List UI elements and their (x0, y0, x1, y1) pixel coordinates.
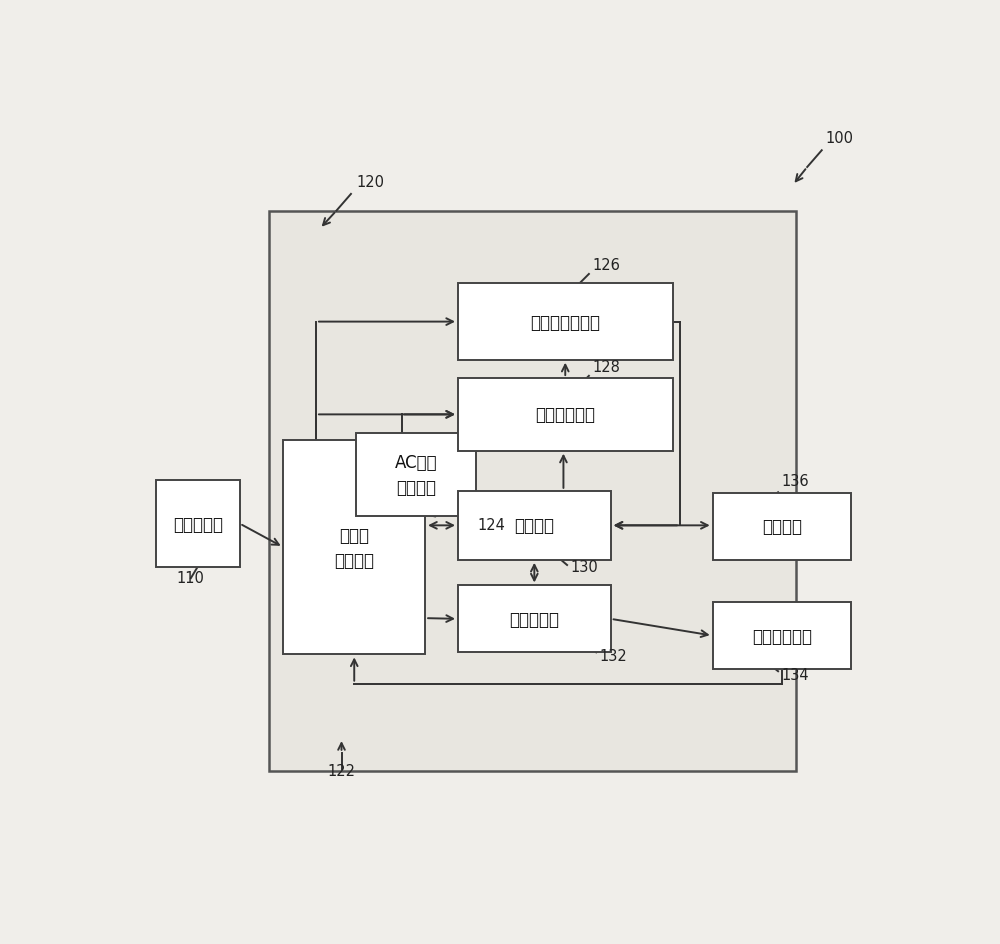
Bar (269, 211, 796, 771)
Bar (356, 433, 476, 516)
Text: 130: 130 (571, 559, 598, 574)
Bar (458, 585, 611, 652)
Text: 测试卡
容置单元: 测试卡 容置单元 (334, 526, 374, 569)
Text: 显示单元: 显示单元 (762, 518, 802, 536)
Bar (156, 480, 240, 567)
Text: 110: 110 (176, 570, 204, 585)
Bar (458, 284, 673, 361)
Bar (458, 491, 611, 561)
Bar (458, 379, 673, 451)
Text: 132: 132 (600, 648, 628, 663)
Text: 128: 128 (593, 360, 620, 375)
Text: 相位角计算单元: 相位角计算单元 (530, 313, 600, 331)
Text: 136: 136 (782, 474, 809, 488)
Text: 126: 126 (593, 258, 620, 273)
Text: 122: 122 (327, 763, 355, 778)
Bar (713, 602, 851, 669)
Text: 124: 124 (478, 517, 505, 532)
Text: 温度传感器: 温度传感器 (509, 610, 559, 628)
Bar (283, 440, 425, 655)
Text: 100: 100 (825, 131, 853, 146)
Text: 测试卡组件: 测试卡组件 (173, 515, 223, 533)
Text: 120: 120 (356, 175, 384, 190)
Text: 微处理器: 微处理器 (514, 516, 554, 534)
Text: 讯号接收单元: 讯号接收单元 (535, 406, 595, 424)
Text: 134: 134 (782, 666, 809, 682)
Text: AC讯号
产生单元: AC讯号 产生单元 (395, 453, 437, 497)
Bar (713, 494, 851, 561)
Text: 温度维持单元: 温度维持单元 (752, 627, 812, 645)
